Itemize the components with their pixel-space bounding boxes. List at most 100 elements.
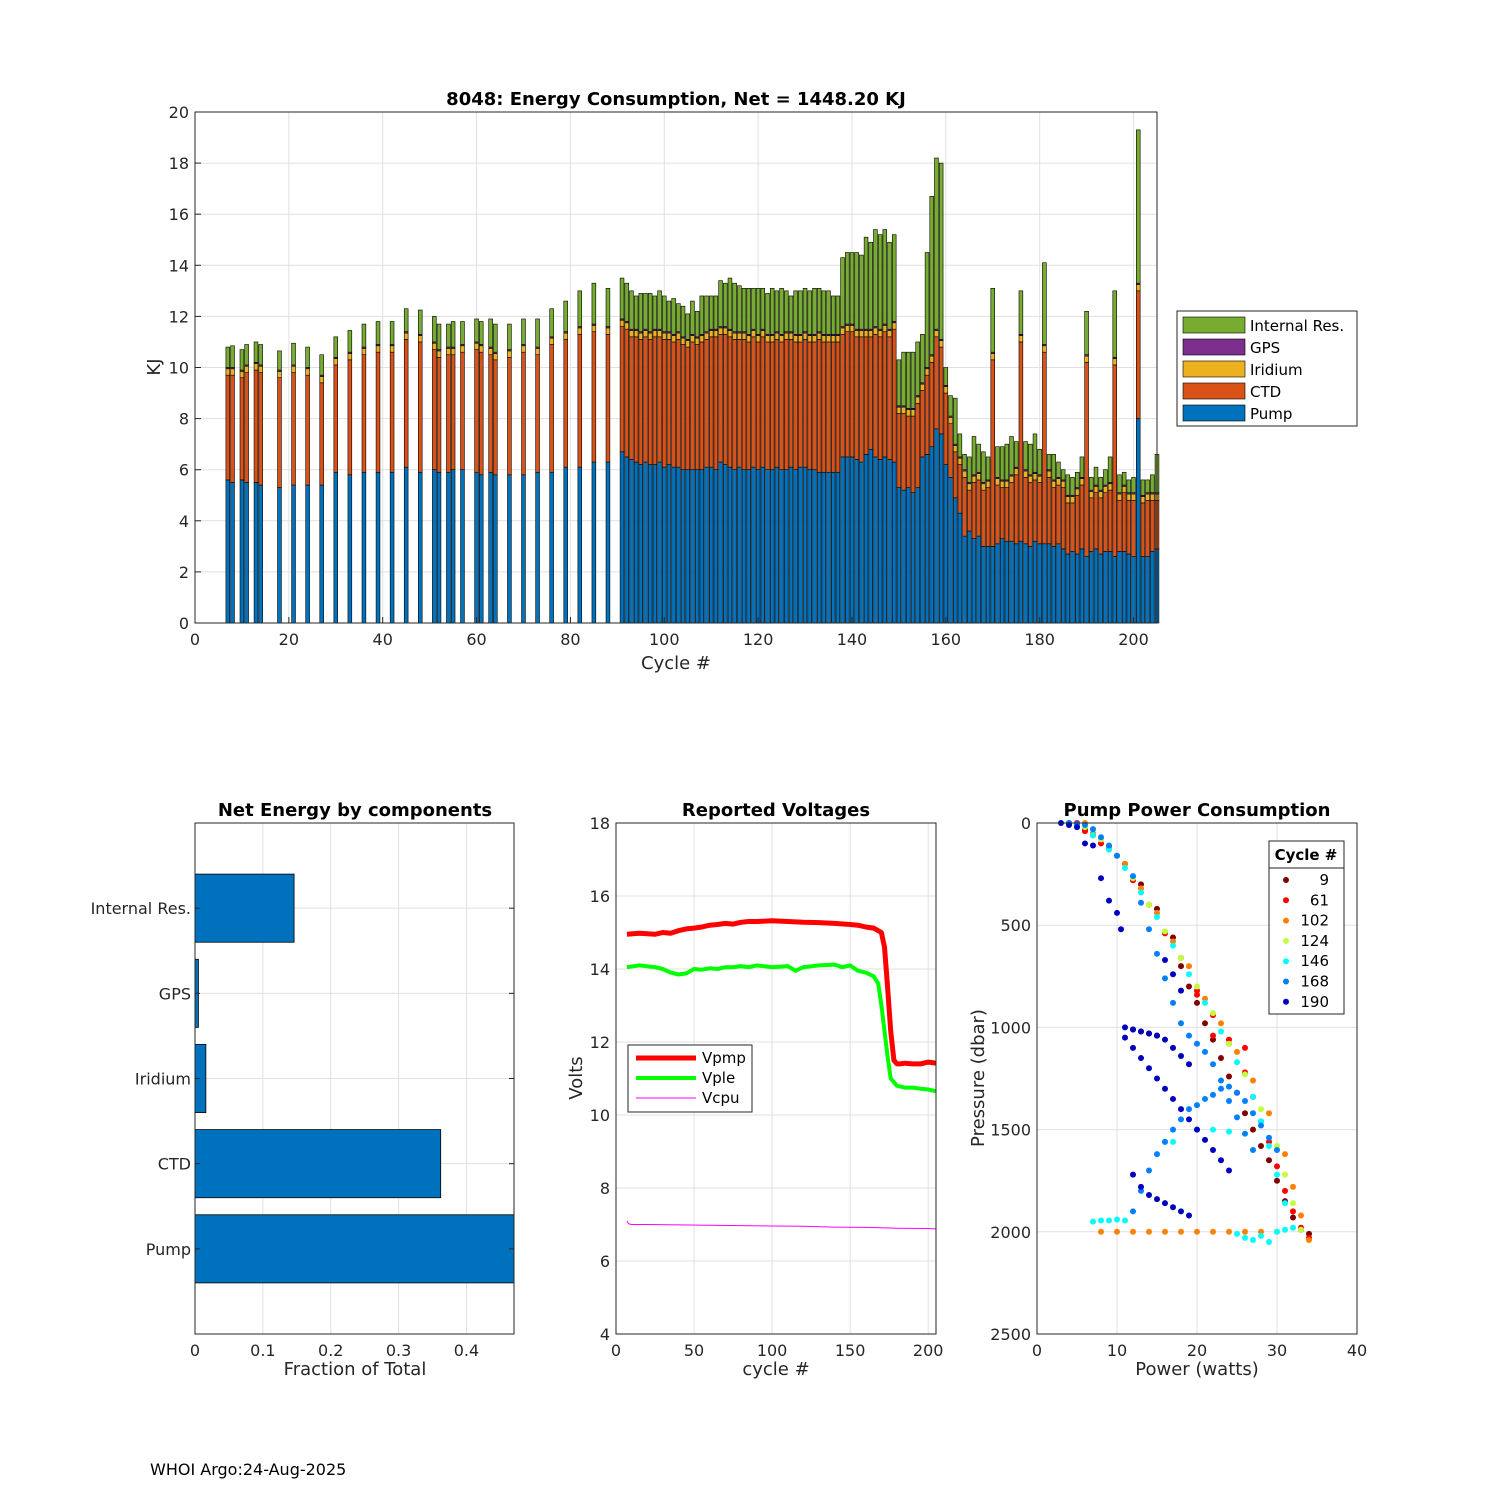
energy-bar-ctd (788, 339, 794, 468)
pump-power-y-tick-label: 500 (1000, 916, 1031, 935)
energy-bar-ctd (1126, 500, 1132, 555)
energy-x-tick-label: 180 (1024, 630, 1055, 649)
energy-bar-ctd (718, 333, 723, 463)
pump-power-point (1178, 1020, 1184, 1027)
energy-bar-internal-res (479, 321, 484, 345)
energy-x-tick-label: 20 (279, 630, 299, 649)
energy-bar-ctd (868, 336, 873, 450)
energy-bar-iridium (1013, 468, 1019, 476)
pump-power-point (1146, 1228, 1152, 1235)
voltages-x-tick-label: 0 (611, 1341, 621, 1360)
energy-bar-iridium (1079, 478, 1085, 486)
energy-bar-internal-res (591, 282, 597, 325)
energy-y-tick-label: 8 (179, 410, 189, 429)
pump-power-point (1122, 1024, 1128, 1031)
components-x-tick-label: 0 (190, 1341, 200, 1360)
energy-bar-ctd (685, 346, 690, 470)
pump-power-point (1154, 1151, 1160, 1158)
energy-bar-internal-res (1098, 477, 1103, 491)
energy-bar-pump (1004, 540, 1010, 624)
energy-bar-ctd (967, 489, 972, 532)
pump-power-point (1154, 1196, 1160, 1203)
pump-power-point (1130, 1208, 1136, 1215)
energy-bar-ctd (882, 331, 888, 458)
energy-bar-internal-res (868, 242, 873, 330)
pump-power-point (1186, 1212, 1192, 1219)
energy-bar-iridium (1089, 491, 1094, 499)
energy-bar-iridium (807, 335, 812, 343)
energy-bar-iridium (1107, 483, 1113, 491)
energy-bar-internal-res (633, 295, 639, 330)
energy-bar-internal-res (915, 341, 920, 396)
energy-bar-ctd (333, 364, 339, 473)
energy-bar-ctd (666, 339, 672, 465)
energy-bar-pump (403, 466, 409, 624)
energy-bar-ctd (845, 331, 850, 458)
energy-bar-pump (751, 466, 756, 624)
energy-legend-label: Pump (1250, 405, 1292, 423)
energy-bar-iridium (1032, 473, 1038, 481)
energy-bar-pump (952, 497, 958, 624)
pump-power-point (1082, 840, 1088, 847)
energy-bar-internal-res (361, 323, 367, 348)
energy-bar-internal-res (873, 229, 878, 327)
energy-legend-swatch (1182, 404, 1246, 422)
energy-bar-pump (450, 469, 456, 624)
energy-bar-iridium (694, 337, 700, 345)
energy-bar-internal-res (882, 229, 888, 325)
energy-bar-ctd (619, 326, 625, 453)
energy-bar-internal-res (957, 433, 963, 458)
pump-power-point (1162, 1036, 1168, 1043)
energy-bar-internal-res (845, 252, 850, 325)
energy-bar-pump (1060, 548, 1066, 624)
pump-power-point (1162, 1138, 1168, 1145)
energy-bar-ctd (708, 336, 714, 468)
energy-bar-internal-res (1065, 474, 1071, 496)
energy-bar-internal-res (624, 282, 629, 322)
energy-bar-iridium (657, 330, 662, 338)
energy-bar-iridium (605, 327, 611, 335)
energy-bar-internal-res (1042, 262, 1047, 345)
energy-bar-pump (849, 456, 855, 624)
pump-power-legend-label: 168 (1300, 973, 1329, 991)
energy-bar-pump (910, 492, 916, 624)
energy-bar-iridium (727, 330, 733, 338)
energy-bar-iridium (333, 358, 339, 366)
energy-bar-iridium (319, 376, 324, 384)
energy-bar-internal-res (1009, 436, 1014, 476)
pump-power-point (1210, 1228, 1216, 1235)
pump-power-point (1178, 1116, 1184, 1123)
energy-bar-internal-res (1084, 310, 1089, 356)
energy-bar-internal-res (910, 351, 916, 409)
pump-power-point (1098, 875, 1104, 882)
energy-bar-internal-res (1037, 448, 1042, 476)
pump-power-point (1290, 1208, 1296, 1215)
energy-y-tick-label: 18 (169, 154, 189, 173)
energy-bar-iridium (563, 332, 568, 340)
energy-bar-iridium (1117, 493, 1122, 501)
pump-power-legend-label: 146 (1300, 952, 1329, 970)
energy-bar-ctd (1093, 492, 1099, 550)
pump-power-point (1218, 1028, 1224, 1035)
energy-y-label: KJ (144, 358, 165, 375)
pump-power-point (1130, 1044, 1136, 1051)
energy-bar-pump (474, 471, 479, 624)
energy-bar-iridium (676, 332, 681, 340)
energy-bar-pump (657, 461, 662, 624)
energy-bar-pump (1013, 543, 1019, 624)
energy-bar-iridium (1098, 491, 1103, 499)
energy-bar-internal-res (1046, 454, 1052, 470)
energy-bar-iridium (741, 332, 747, 340)
pump-power-legend-title: Cycle # (1275, 846, 1338, 864)
energy-bar-iridium (821, 335, 827, 343)
energy-bar-iridium (1121, 486, 1127, 493)
pump-power-point (1082, 822, 1088, 829)
energy-bar-pump (291, 484, 296, 624)
pump-power-point (1098, 1228, 1104, 1235)
energy-bar-pump (1098, 553, 1103, 624)
energy-bar-pump (446, 471, 451, 624)
energy-legend-swatch (1182, 360, 1246, 378)
energy-bar-internal-res (816, 287, 822, 333)
energy-bar-ctd (915, 402, 920, 488)
energy-bar-pump (549, 471, 554, 624)
